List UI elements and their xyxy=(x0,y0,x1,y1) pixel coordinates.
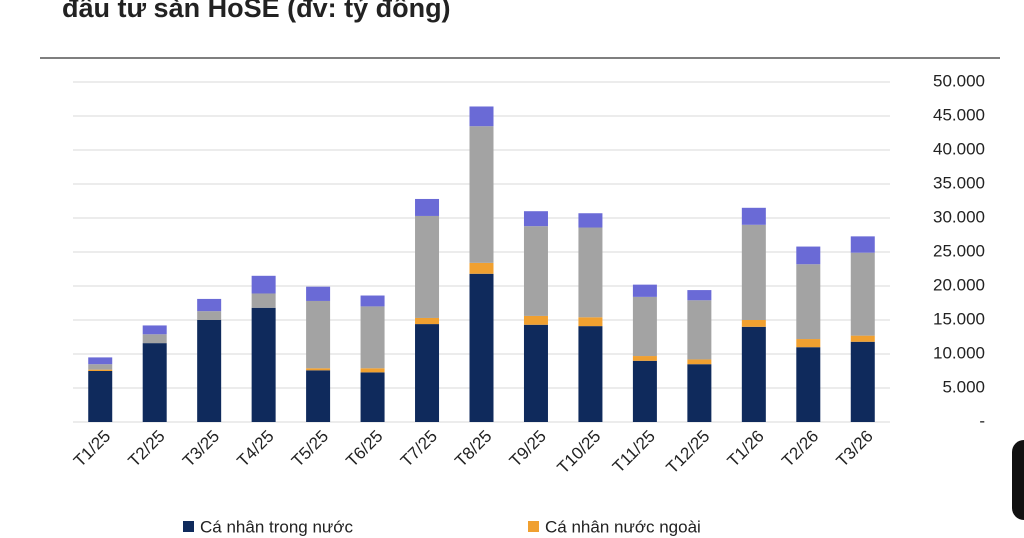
legend-label: Cá nhân trong nước xyxy=(200,517,353,536)
bar-segment xyxy=(88,364,113,370)
bar-segment xyxy=(415,324,440,422)
y-tick-label: 25.000 xyxy=(933,241,985,260)
legend-swatch xyxy=(528,521,539,532)
bar-segment xyxy=(469,273,494,422)
bar-segment xyxy=(796,264,821,340)
x-tick-label: T10/25 xyxy=(554,427,605,478)
bar-segment xyxy=(197,320,222,422)
y-tick-label: 5.000 xyxy=(942,377,985,396)
bar-segment xyxy=(796,246,821,265)
bar-segment xyxy=(741,224,766,320)
bar-segment xyxy=(741,326,766,422)
bar-segment xyxy=(523,315,548,325)
bar-segment xyxy=(687,364,712,422)
bar-segment xyxy=(632,296,657,357)
bar-segment xyxy=(523,324,548,422)
bar-segment xyxy=(360,306,385,369)
bar-segment xyxy=(88,357,113,365)
bar-segment xyxy=(306,368,331,371)
bar-segment xyxy=(523,211,548,227)
bar-segment xyxy=(251,293,276,308)
bar-segment xyxy=(306,370,331,422)
y-tick-label: 40.000 xyxy=(933,139,985,158)
bar-segment xyxy=(142,334,167,344)
x-tick-label: T4/25 xyxy=(233,427,277,471)
bar-segment xyxy=(850,341,875,422)
bar-segment xyxy=(469,106,494,127)
bar-segment xyxy=(88,371,113,422)
bar-segment xyxy=(197,298,222,312)
bar-segment xyxy=(850,236,875,253)
bar-segment xyxy=(197,311,222,320)
x-tick-label: T1/26 xyxy=(724,427,768,471)
bar-segment xyxy=(578,227,603,318)
bar-segment xyxy=(306,286,331,301)
x-tick-label: T2/26 xyxy=(778,427,822,471)
x-tick-label: T5/25 xyxy=(288,427,332,471)
x-tick-label: T11/25 xyxy=(609,427,659,477)
bar-segment xyxy=(415,198,440,216)
bar-segment xyxy=(796,339,821,348)
bar-segment xyxy=(632,356,657,361)
y-tick-label: - xyxy=(979,411,985,430)
bar-segment xyxy=(687,300,712,360)
x-tick-label: T8/25 xyxy=(451,427,495,471)
x-tick-label: T3/25 xyxy=(179,427,223,471)
y-tick-label: 10.000 xyxy=(933,343,985,362)
bar-segment xyxy=(741,207,766,225)
bar-segment xyxy=(578,317,603,327)
bar-segment xyxy=(142,325,167,335)
y-tick-label: 30.000 xyxy=(933,207,985,226)
x-tick-label: T1/25 xyxy=(70,427,114,471)
bar-segment xyxy=(687,290,712,301)
edge-shape xyxy=(1012,440,1024,520)
bar-segment xyxy=(687,359,712,365)
x-tick-label: T12/25 xyxy=(662,427,713,478)
bar-segment xyxy=(415,317,440,325)
bar-segment xyxy=(578,326,603,422)
legend-swatch xyxy=(183,521,194,532)
bar-segment xyxy=(415,215,440,318)
bar-segment xyxy=(251,307,276,422)
bar-segment xyxy=(360,372,385,422)
bar-segment xyxy=(632,360,657,422)
legend-label: Cá nhân nước ngoài xyxy=(545,517,701,536)
bar-segment xyxy=(632,284,657,297)
y-tick-label: 35.000 xyxy=(933,173,985,192)
bar-segment xyxy=(360,368,385,373)
bar-segment xyxy=(469,262,494,274)
bar-segment xyxy=(306,300,331,369)
x-tick-label: T2/25 xyxy=(125,427,169,471)
bar-segment xyxy=(578,213,603,228)
bar-segment xyxy=(850,252,875,336)
bar-segment xyxy=(469,126,494,263)
bar-segment xyxy=(142,343,167,422)
x-tick-label: T9/25 xyxy=(506,427,550,471)
x-tick-label: T6/25 xyxy=(342,427,386,471)
bar-segment xyxy=(850,335,875,342)
y-tick-label: 45.000 xyxy=(933,105,985,124)
bar-segment xyxy=(88,369,113,371)
bar-segment xyxy=(523,226,548,316)
y-tick-label: 50.000 xyxy=(933,71,985,90)
chart-title: đầu tư sàn HoSE (đv: tỷ đồng) xyxy=(62,0,451,23)
bar-segment xyxy=(360,295,385,307)
y-tick-label: 20.000 xyxy=(933,275,985,294)
bar-segment xyxy=(251,275,276,294)
bar-segment xyxy=(741,320,766,327)
bar-segment xyxy=(796,347,821,422)
x-tick-label: T7/25 xyxy=(397,427,441,471)
y-tick-label: 15.000 xyxy=(933,309,985,328)
x-tick-label: T3/26 xyxy=(833,427,877,471)
